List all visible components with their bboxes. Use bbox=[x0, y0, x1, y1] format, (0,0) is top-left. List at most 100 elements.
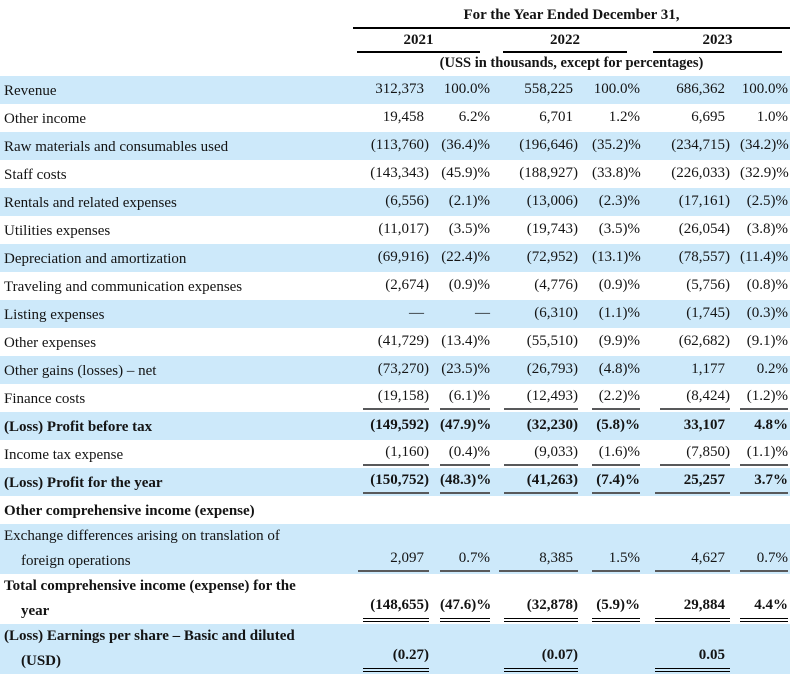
table-cell: (36.4)% bbox=[431, 132, 492, 160]
cell-amount: 312,373 bbox=[375, 81, 424, 97]
table-row: Other income 19,458 6.2% 6,701 1.2% 6,695 1.0% bbox=[0, 104, 790, 132]
cell-amount: (19,743) bbox=[526, 221, 578, 237]
table-cell: (1.1)% bbox=[580, 300, 642, 328]
cell-percent: (3.5)% bbox=[448, 221, 490, 237]
table-cell: (0.4)% bbox=[431, 440, 492, 468]
cell-amount: (41,263) bbox=[504, 469, 578, 494]
cell-percent: 100.0% bbox=[593, 81, 640, 97]
table-row: Revenue 312,373 100.0% 558,225 100.0% 686,362… bbox=[0, 76, 790, 104]
cell-amount: 33,107 bbox=[683, 417, 725, 433]
cell-percent: (22.4)% bbox=[441, 249, 490, 265]
table-cell: (149,592) bbox=[353, 412, 431, 440]
row-label-line1: Total comprehensive income (expense) for… bbox=[4, 578, 296, 594]
cell-amount: (8,424) bbox=[660, 385, 730, 410]
cell-amount: 8,385 bbox=[499, 547, 578, 572]
table-cell bbox=[431, 624, 492, 674]
cell-percent: (2.1)% bbox=[448, 193, 490, 209]
table-cell: 312,373 bbox=[353, 76, 431, 104]
row-label: (Loss) Profit for the year bbox=[0, 468, 353, 496]
row-label-line1: Listing expenses bbox=[4, 307, 105, 323]
table-cell: 0.05 bbox=[642, 624, 732, 674]
header-spacer bbox=[0, 4, 353, 28]
table-cell: (26,054) bbox=[642, 216, 732, 244]
table-cell: 1.5% bbox=[580, 524, 642, 574]
cell-percent: (5.8)% bbox=[596, 417, 640, 433]
table-cell: (1,160) bbox=[353, 440, 431, 468]
cell-percent: (3.8)% bbox=[746, 221, 788, 237]
cell-amount: (6,556) bbox=[385, 193, 429, 209]
table-cell: (32,878) bbox=[492, 574, 580, 624]
table-cell: 0.7% bbox=[732, 524, 790, 574]
table-cell: (2.3)% bbox=[580, 188, 642, 216]
table-row: Rentals and related expenses (6,556) (2.1)… bbox=[0, 188, 790, 216]
table-cell: (1,745) bbox=[642, 300, 732, 328]
year-column-2022: 2022 bbox=[492, 28, 642, 53]
table-cell: (196,646) bbox=[492, 132, 580, 160]
cell-amount: (7,850) bbox=[660, 441, 730, 466]
cell-amount: 2,097 bbox=[358, 547, 429, 572]
cell-percent: (3.5)% bbox=[598, 221, 640, 237]
table-cell: (3.8)% bbox=[732, 216, 790, 244]
table-cell: (73,270) bbox=[353, 356, 431, 384]
table-row: Listing expenses — — (6,310) (1.1)% (1,745) (0… bbox=[0, 300, 790, 328]
row-label: Other comprehensive income (expense) bbox=[0, 496, 353, 524]
row-label: (Loss) Earnings per share – Basic and di… bbox=[0, 624, 353, 674]
table-row: (Loss) Profit for the year (150,752) (48.3… bbox=[0, 468, 790, 496]
cell-amount: 4,627 bbox=[655, 547, 730, 572]
table-cell: 3.7% bbox=[732, 468, 790, 496]
cell-percent: (0.9)% bbox=[598, 277, 640, 293]
row-label-line1: Revenue bbox=[4, 83, 57, 99]
row-label: Exchange differences arising on translat… bbox=[0, 524, 353, 574]
cell-percent: 1.5% bbox=[592, 547, 640, 572]
row-label: Other gains (losses) – net bbox=[0, 356, 353, 384]
cell-amount: (26,793) bbox=[526, 361, 578, 377]
table-cell: (7,850) bbox=[642, 440, 732, 468]
table-cell: 19,458 bbox=[353, 104, 431, 132]
table-cell: (4.8)% bbox=[580, 356, 642, 384]
cell-percent: (33.8)% bbox=[592, 165, 641, 181]
cell-amount: (5,756) bbox=[686, 277, 730, 293]
table-cell: (32.9)% bbox=[732, 160, 790, 188]
table-row: Depreciation and amortization (69,916) (22… bbox=[0, 244, 790, 272]
row-label: Other expenses bbox=[0, 328, 353, 356]
table-cell: (11,017) bbox=[353, 216, 431, 244]
table-cell bbox=[642, 496, 732, 524]
row-label: Traveling and communication expenses bbox=[0, 272, 353, 300]
cell-percent: 1.2% bbox=[608, 109, 640, 125]
table-cell: 1,177 bbox=[642, 356, 732, 384]
table-cell: (9.9)% bbox=[580, 328, 642, 356]
cell-percent: — bbox=[475, 305, 490, 321]
table-cell: 100.0% bbox=[431, 76, 492, 104]
table-cell: (72,952) bbox=[492, 244, 580, 272]
table-cell: (32,230) bbox=[492, 412, 580, 440]
cell-amount: 558,225 bbox=[524, 81, 573, 97]
table-row: (Loss) Profit before tax (149,592) (47.9)%… bbox=[0, 412, 790, 440]
row-label-line1: Rentals and related expenses bbox=[4, 195, 177, 211]
table-cell: (234,715) bbox=[642, 132, 732, 160]
table-cell: 1.2% bbox=[580, 104, 642, 132]
table-cell: (148,655) bbox=[353, 574, 431, 624]
table-cell: (7.4)% bbox=[580, 468, 642, 496]
cell-amount: 25,257 bbox=[655, 469, 730, 494]
table-cell: 4.8% bbox=[732, 412, 790, 440]
cell-amount: (32,230) bbox=[526, 417, 578, 433]
year-label: 2021 bbox=[357, 31, 480, 53]
table-cell: (33.8)% bbox=[580, 160, 642, 188]
table-cell: (19,743) bbox=[492, 216, 580, 244]
income-statement-table: For the Year Ended December 31, 2021 202… bbox=[0, 4, 790, 674]
table-cell: (6,556) bbox=[353, 188, 431, 216]
table-row: Exchange differences arising on translat… bbox=[0, 524, 790, 574]
cell-percent: (7.4)% bbox=[592, 469, 640, 494]
table-cell: (5.8)% bbox=[580, 412, 642, 440]
cell-amount: (32,878) bbox=[504, 594, 578, 622]
cell-amount: (13,006) bbox=[526, 193, 578, 209]
table-cell bbox=[353, 496, 431, 524]
cell-percent: 100.0% bbox=[741, 81, 788, 97]
row-label-line1: Staff costs bbox=[4, 167, 67, 183]
cell-amount: 19,458 bbox=[382, 109, 424, 125]
row-label: Listing expenses bbox=[0, 300, 353, 328]
row-label-line1: Other expenses bbox=[4, 335, 97, 351]
row-label-line1: (Loss) Profit for the year bbox=[4, 475, 163, 491]
table-cell: (9,033) bbox=[492, 440, 580, 468]
year-column-2021: 2021 bbox=[353, 28, 492, 53]
